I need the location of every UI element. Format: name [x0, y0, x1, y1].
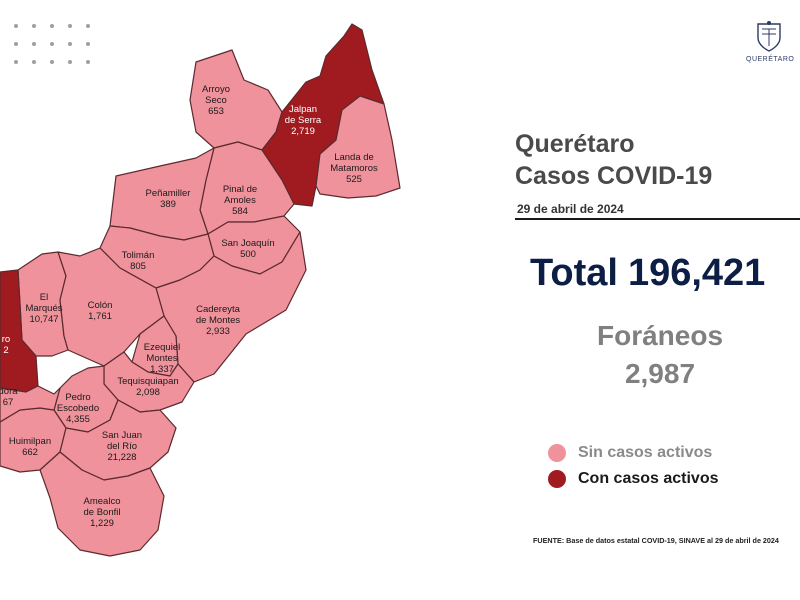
municipality-label-huimilpan: Huimilpan 662: [9, 436, 51, 458]
municipality-label-queretaro: ro 2: [2, 334, 10, 356]
total-label: Total: [530, 252, 618, 294]
source-note: FUENTE: Base de datos estatal COVID-19, …: [533, 536, 779, 545]
foraneos-value: 2,987: [624, 358, 696, 389]
municipality-label-san-joaquin: San Joaquín 500: [221, 238, 274, 260]
legend-item-active: Con casos activos: [548, 466, 719, 492]
municipality-label-penamiller: Peñamiller 389: [146, 188, 191, 210]
municipality-label-corregidora: dora 67: [0, 386, 18, 408]
state-shield-icon: [757, 21, 781, 52]
total-value: 196,421: [627, 252, 766, 294]
municipality-label-landa: Landa de Matamoros 525: [330, 152, 378, 185]
legend-label-inactive: Sin casos activos: [578, 444, 713, 461]
decorative-dot-grid: [14, 24, 94, 68]
municipality-label-cadereyta: Cadereyta de Montes 2,933: [196, 304, 241, 337]
municipality-label-tequisquiapan: Tequisquiapan 2,098: [117, 376, 178, 398]
legend-label-active: Con casos activos: [578, 470, 719, 487]
municipality-label-arroyo-seco: Arroyo Seco 653: [202, 84, 230, 117]
municipality-amealco: [39, 451, 165, 557]
report-date: 29 de abril de 2024: [517, 202, 624, 216]
title-divider: [515, 218, 800, 220]
municipality-label-pinal: Pinal de Amoles 584: [223, 184, 257, 217]
municipality-label-el-marques: El Marqués 10,747: [26, 292, 63, 325]
municipality-label-colon: Colón 1,761: [88, 300, 113, 322]
state-logo: QUERÉTARO: [746, 20, 795, 63]
logo-text: QUERÉTARO: [746, 56, 795, 63]
municipality-label-san-juan: San Juan del Río 21,228: [102, 430, 142, 463]
municipality-label-jalpan: Jalpan de Serra 2,719: [285, 104, 322, 137]
title-line-2: Casos COVID-19: [515, 162, 713, 190]
map-legend: Sin casos activos Con casos activos: [548, 440, 719, 492]
total-cases: Total 196,421: [530, 252, 765, 295]
municipality-label-pedro-escobedo: Pedro Escobedo 4,355: [57, 392, 99, 425]
legend-swatch-inactive: [548, 444, 566, 462]
foraneos-label: Foráneos: [596, 320, 724, 351]
municipality-label-amealco: Amealco de Bonfil 1,229: [84, 496, 121, 529]
municipality-corregidora: [0, 385, 61, 423]
legend-swatch-active: [548, 470, 566, 488]
municipality-label-ezequiel: Ezequiel Montes 1,337: [144, 342, 180, 375]
title-line-1: Querétaro: [515, 130, 635, 158]
legend-item-inactive: Sin casos activos: [548, 440, 719, 466]
municipality-arroyo-seco: [189, 49, 283, 151]
municipality-colon: [57, 247, 165, 367]
municipality-label-toliman: Tolimán 805: [122, 250, 155, 272]
municipality-landa: [315, 95, 401, 199]
page-title: Querétaro Casos COVID-19: [515, 128, 712, 192]
